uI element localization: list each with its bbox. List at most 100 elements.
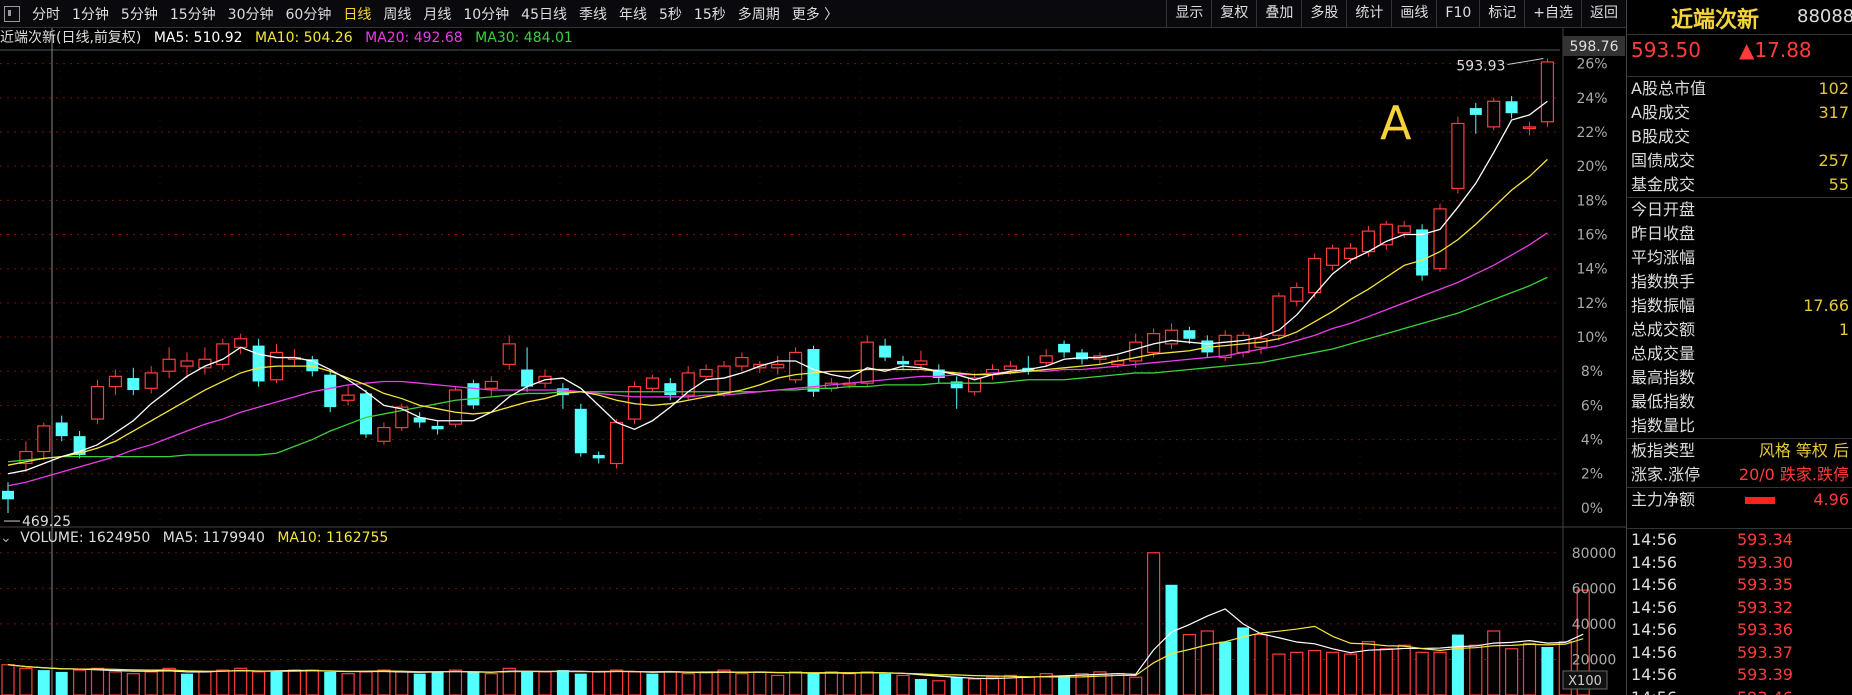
candle-body	[502, 343, 516, 365]
candle-body	[1433, 208, 1447, 270]
stat-row: 国债成交 257	[1627, 149, 1852, 173]
volume-bar	[1487, 630, 1501, 695]
timeframe-tab[interactable]: 15秒	[693, 6, 726, 23]
timeframe-tab[interactable]: 周线	[383, 6, 412, 23]
timeframe-tab[interactable]: 更多 〉	[791, 6, 839, 23]
volume-bar	[627, 671, 642, 695]
volume-bar	[413, 673, 426, 695]
stat-row: 今日开盘	[1627, 197, 1852, 222]
toolbar-button[interactable]: 复权	[1211, 0, 1256, 27]
timeframe-tab[interactable]: 日线	[343, 6, 372, 23]
ma5-line	[7, 100, 1548, 475]
candle-body	[1272, 295, 1286, 336]
volume-bar	[1415, 651, 1429, 695]
stat-label: 指数振幅	[1631, 296, 1696, 315]
candle-body	[592, 454, 605, 459]
kline-chart[interactable]: 26% 24% 22% 20% 18% 16% 14% 12% 10% 8% 6% 4% 2% 0% 800…	[0, 0, 1626, 695]
toolbar-button[interactable]: 显示	[1166, 0, 1211, 27]
volume-bar	[932, 680, 946, 695]
stat-label: 基金成交	[1631, 175, 1696, 194]
timeframe-tab[interactable]: 1分钟	[72, 6, 109, 23]
tick-row: 14:56 593.35	[1627, 574, 1852, 597]
timeframe-tab[interactable]: 月线	[423, 6, 452, 23]
volume-bar	[216, 669, 230, 695]
timeframe-tab[interactable]: 10分钟	[463, 6, 510, 23]
volume-bar	[609, 669, 624, 695]
pct-tick-label: 12%	[1576, 296, 1607, 312]
timeframe-tab[interactable]: 30分钟	[227, 6, 274, 23]
stat-label: A股成交	[1631, 103, 1690, 122]
pct-tick-label: 26%	[1576, 57, 1607, 73]
tick-row: 14:56 593.32	[1627, 597, 1852, 620]
tick-price: 593.39	[1737, 665, 1793, 684]
candle-body	[395, 406, 409, 429]
ma5-legend: MA5: 510.92	[153, 30, 243, 46]
volume-bar	[234, 667, 248, 695]
volume-bar	[1504, 648, 1519, 695]
timeframe-tab[interactable]: 多周期	[737, 6, 780, 23]
last-price: 593.50	[1631, 38, 1701, 62]
timeframe-tab[interactable]: 5分钟	[120, 6, 158, 23]
candle-body	[879, 345, 892, 358]
vol-ma5-legend: MA5: 1179940	[162, 530, 265, 546]
volume-bar	[735, 673, 749, 695]
volume-toggle-icon[interactable]: ⌄	[0, 530, 12, 546]
vol-tick-label: 40000	[1572, 617, 1617, 633]
pct-tick-label: 14%	[1576, 262, 1607, 278]
volume-bar	[324, 671, 337, 695]
volume-bar	[985, 676, 1000, 695]
annotation-a: A	[1380, 96, 1412, 150]
candle-body	[216, 343, 230, 365]
volume-bar	[359, 671, 373, 695]
volume-bar	[270, 671, 283, 695]
volume-bar	[1361, 641, 1376, 695]
candle-body	[1003, 365, 1018, 371]
stat-row: 最低指数	[1627, 390, 1852, 414]
stat-row: 板指类型 风格 等权 后	[1627, 438, 1852, 463]
timeframe-tab[interactable]: 15分钟	[169, 6, 216, 23]
timeframe-tab[interactable]: 分时	[32, 6, 60, 23]
stat-row: 涨家.涨停 20/0 跌家.跌停	[1627, 463, 1852, 487]
panel-toggle-icon[interactable]	[4, 5, 20, 22]
volume-bar	[144, 671, 158, 695]
candle-body	[108, 375, 123, 388]
volume-bar	[162, 667, 176, 695]
stat-label: A股总市值	[1631, 79, 1706, 98]
timeframe-tab[interactable]: 60分钟	[285, 6, 332, 23]
toolbar-button[interactable]: F10	[1436, 0, 1479, 27]
quote-stats: A股总市值 102 A股成交 317 B股成交 国债成交 257 基金成交 55 今日开盘 昨日收盘…	[1627, 76, 1852, 512]
timeframe-tab[interactable]: 5秒	[658, 6, 682, 23]
candle-body	[771, 363, 785, 369]
volume-legend: ⌄ VOLUME: 1624950 MA5: 1179940 MA10: 116…	[0, 527, 396, 549]
timeframe-tab[interactable]: 季线	[578, 6, 607, 23]
volume-bar	[252, 671, 266, 695]
toolbar-button[interactable]: 叠加	[1256, 0, 1301, 27]
toolbar-button[interactable]: 统计	[1346, 0, 1391, 27]
candle-body	[1343, 247, 1358, 260]
volume-bar	[788, 671, 803, 695]
tick-row: 14:56 593.39	[1627, 664, 1852, 687]
pct-tick-label: 10%	[1576, 330, 1607, 346]
candle-body	[144, 372, 158, 389]
volume-bar	[1039, 673, 1053, 695]
candle-body	[699, 368, 713, 377]
toolbar-button[interactable]: 画线	[1391, 0, 1436, 27]
toolbar-button[interactable]: +自选	[1524, 0, 1581, 27]
tick-row: 14:56 593.34	[1627, 529, 1852, 552]
volume-bar	[1003, 674, 1018, 695]
tick-row: 14:56 593.46	[1627, 687, 1852, 695]
toolbar-button[interactable]: 多股	[1301, 0, 1346, 27]
tick-time: 14:56	[1631, 597, 1678, 617]
pct-tick-label: 0%	[1581, 501, 1603, 517]
timeframe-tab[interactable]: 年线	[618, 6, 647, 23]
tick-time: 14:56	[1631, 620, 1678, 639]
toolbar-button[interactable]: 返回	[1581, 0, 1626, 27]
toolbar-button[interactable]: 标记	[1479, 0, 1524, 27]
timeframe-tab[interactable]: 45日线	[521, 6, 567, 23]
volume-bar	[37, 670, 50, 695]
candle-body	[521, 369, 534, 387]
volume-bar	[842, 673, 856, 695]
volume-bar	[90, 667, 105, 695]
candle-body	[324, 374, 337, 408]
stat-value: 102	[1818, 79, 1849, 98]
